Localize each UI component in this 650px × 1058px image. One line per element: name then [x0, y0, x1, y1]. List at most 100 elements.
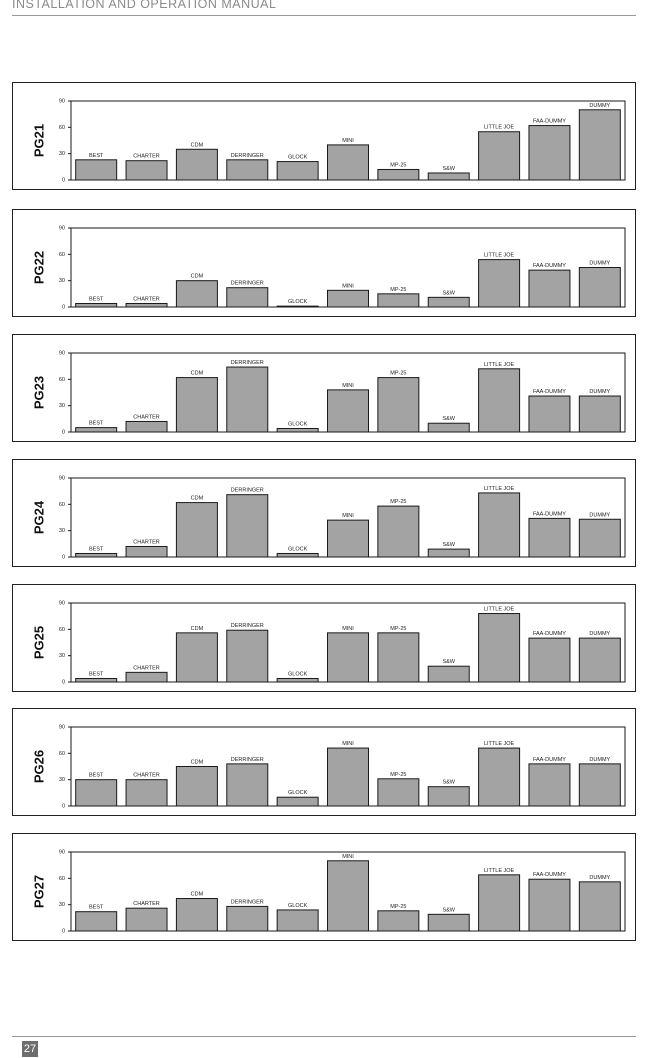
bar-label: MINI [342, 854, 354, 860]
bar-best [75, 779, 118, 807]
y-tick-label: 90 [59, 724, 65, 730]
bar-best [75, 159, 118, 181]
y-tick-label: 0 [62, 679, 65, 685]
bar-label: FAA-DUMMY [533, 263, 566, 269]
bar-cdm [175, 898, 218, 932]
bar-label: GLOCK [288, 421, 308, 427]
bar-label: BEST [89, 546, 104, 552]
bar-label: BEST [89, 421, 104, 427]
bar-label: MP-25 [390, 371, 406, 377]
bar-label: FAA-DUMMY [533, 389, 566, 395]
bar-derringer [226, 287, 269, 308]
bar-label: LITTLE JOE [484, 362, 515, 368]
bar-label: GLOCK [288, 546, 308, 552]
bar-label: GLOCK [288, 671, 308, 677]
bar-label: MINI [342, 626, 354, 632]
bar-label: MP-25 [390, 287, 406, 293]
y-tick-label: 0 [62, 803, 65, 809]
bar-label: MINI [342, 741, 354, 747]
chart-panel-pg21: PG21 0 30 60 90 BEST CHARTER CDM DERRINGER GLOCK M… [12, 82, 636, 190]
bar-glock [276, 161, 319, 181]
y-tick-label: 30 [59, 902, 65, 908]
bar-little-joe [478, 131, 521, 181]
bar-label: LITTLE JOE [484, 607, 515, 613]
bar-little-joe [478, 368, 521, 433]
bar-charter [125, 302, 168, 308]
bar-s-w [427, 665, 470, 683]
bar-label: CHARTER [133, 154, 160, 160]
bar-label: DUMMY [589, 261, 610, 267]
bar-best [75, 677, 118, 683]
chart-svg: PG25 0 30 60 90 BEST CHARTER CDM DERRINGER GLOCK M… [31, 600, 626, 685]
bar-label: S&W [442, 166, 455, 172]
bar-derringer [226, 494, 269, 558]
bar-mp-25 [377, 293, 420, 308]
bar-label: LITTLE JOE [484, 741, 515, 747]
bar-dummy [578, 881, 621, 932]
bar-little-joe [478, 747, 521, 807]
bar-label: FAA-DUMMY [533, 119, 566, 125]
bar-label: LITTLE JOE [484, 486, 515, 492]
bar-label: CDM [191, 274, 204, 280]
bar-label: MP-25 [390, 904, 406, 910]
chart-svg: PG27 0 30 60 90 BEST CHARTER CDM DERRINGER GLOCK M… [31, 849, 626, 934]
bar-derringer [226, 366, 269, 433]
bar-dummy [578, 637, 621, 683]
bar-label: BEST [89, 905, 104, 911]
chart-svg: PG24 0 30 60 90 BEST CHARTER CDM DERRINGER GLOCK M… [31, 475, 626, 560]
bar-faa-dummy [528, 763, 571, 807]
bar-s-w [427, 422, 470, 433]
bar-label: DUMMY [589, 103, 610, 109]
chart-svg: PG21 0 30 60 90 BEST CHARTER CDM DERRINGER GLOCK M… [31, 98, 626, 183]
bar-best [75, 302, 118, 308]
bar-label: FAA-DUMMY [533, 872, 566, 878]
y-tick-label: 60 [59, 502, 65, 508]
bar-mini [327, 860, 369, 932]
bar-cdm [175, 766, 218, 807]
bar-dummy [578, 518, 621, 558]
bar-faa-dummy [528, 637, 571, 683]
bar-label: MP-25 [390, 162, 406, 168]
bar-s-w [427, 172, 470, 181]
bar-faa-dummy [528, 269, 571, 308]
chart-panel-pg25: PG25 0 30 60 90 BEST CHARTER CDM DERRINGER GLOCK M… [12, 584, 636, 692]
bar-glock [276, 909, 319, 932]
chart-svg: PG26 0 30 60 90 BEST CHARTER CDM DERRINGER GLOCK M… [31, 724, 626, 809]
y-axis-label: PG22 [31, 251, 46, 284]
bar-label: S&W [442, 542, 455, 548]
bar-s-w [427, 786, 470, 807]
bar-label: FAA-DUMMY [533, 631, 566, 637]
bar-label: DUMMY [589, 512, 610, 518]
bar-label: DERRINGER [231, 623, 264, 629]
bar-label: CHARTER [133, 901, 160, 907]
bar-mini [327, 144, 369, 181]
bar-label: MINI [342, 138, 354, 144]
bar-s-w [427, 296, 470, 308]
bar-dummy [578, 267, 621, 308]
bar-mp-25 [377, 377, 420, 433]
y-tick-label: 90 [59, 98, 65, 104]
chart-panel-pg22: PG22 0 30 60 90 BEST CHARTER CDM DERRINGER GLOCK M… [12, 209, 636, 317]
bar-label: GLOCK [288, 155, 308, 161]
y-tick-label: 60 [59, 377, 65, 383]
bar-little-joe [478, 492, 521, 558]
bar-charter [125, 420, 168, 433]
bar-label: CHARTER [133, 414, 160, 420]
bar-dummy [578, 395, 621, 433]
bar-cdm [175, 280, 218, 308]
bar-faa-dummy [528, 125, 571, 181]
bar-label: DERRINGER [231, 757, 264, 763]
bar-label: CHARTER [133, 665, 160, 671]
bar-mini [327, 519, 369, 558]
bar-dummy [578, 763, 621, 807]
bar-label: S&W [442, 907, 455, 913]
bar-label: S&W [442, 780, 455, 786]
bar-label: DUMMY [589, 875, 610, 881]
y-axis-label: PG24 [31, 500, 46, 534]
y-axis-label: PG21 [31, 124, 46, 157]
bar-charter [125, 907, 168, 932]
bar-label: CDM [191, 371, 204, 377]
bar-label: DUMMY [589, 389, 610, 395]
bar-cdm [175, 632, 218, 683]
y-tick-label: 0 [62, 928, 65, 934]
